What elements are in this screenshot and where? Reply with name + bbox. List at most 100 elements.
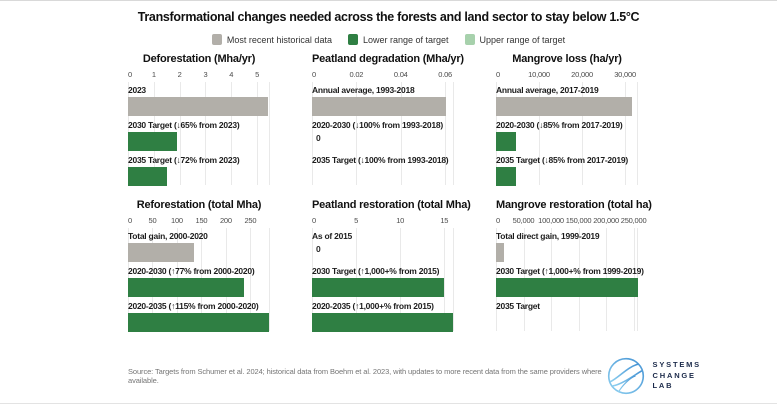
- bar-slot: 0: [312, 243, 454, 262]
- target_lower-bar: [496, 278, 638, 297]
- axis-tick-label: 200: [219, 216, 232, 225]
- axis-tick-label: 2: [177, 70, 182, 79]
- legend-item: Upper range of target: [464, 34, 566, 45]
- plot-area: 0 10,000 20,000 30,000 Annual average, 2017-…: [496, 70, 638, 186]
- axis-tick-label: 0.04: [393, 70, 408, 79]
- chart-panel: Reforestation (total Mha) 0 50 100 150 200 250…: [128, 199, 270, 332]
- axis-tick-label: 15: [440, 216, 449, 225]
- historical-bar: [496, 243, 504, 262]
- gridline: [269, 82, 270, 185]
- bar-label: 2020-2030 (↓85% from 2017-2019): [496, 120, 623, 130]
- legend-label: Most recent historical data: [226, 34, 332, 45]
- axis-tick-label: 150: [195, 216, 208, 225]
- target_lower-bar: [128, 313, 270, 332]
- logo-wordmark: SYSTEMS CHANGE LAB: [653, 360, 701, 393]
- gridline: [453, 82, 454, 185]
- bar-group: As of 2015 0: [312, 231, 454, 262]
- target_upper-swatch: [464, 34, 475, 45]
- bar-slot: [128, 132, 270, 151]
- bar-group: 2020-2035 (↑115% from 2000-2020): [128, 301, 270, 332]
- historical-bar: [128, 243, 194, 262]
- panels-grid: Deforestation (Mha/yr) 0 1 2 3 4 5 2023 2030 Tar…: [128, 53, 777, 332]
- panel-title: Reforestation (total Mha): [136, 199, 262, 211]
- zero-value-label: 0: [316, 244, 321, 254]
- bar-slot: [128, 97, 270, 116]
- axis-tick-label: 0: [496, 70, 500, 79]
- logo-wordmark-line: LAB: [652, 381, 674, 391]
- bar-label: 2035 Target (↓72% from 2023): [128, 155, 240, 165]
- bar-label: 2020-2035 (↑1,000+% from 2015): [312, 301, 434, 311]
- legend-item: Most recent historical data: [211, 34, 332, 45]
- historical-bar: [496, 97, 632, 116]
- bar-group: Total gain, 2000-2020: [128, 231, 270, 262]
- bar-slot: [496, 243, 638, 262]
- bar-group: 2023: [128, 85, 270, 116]
- axis-tick-label: 150,000: [565, 216, 592, 225]
- axis-tick-row: 0 5 10 15: [312, 216, 454, 227]
- panel-title: Mangrove restoration (total ha): [496, 199, 652, 211]
- axis-tick-row: 0 50 100 150 200 250: [128, 216, 270, 227]
- axis-tick-label: 5: [354, 216, 359, 225]
- gridline: [400, 82, 402, 185]
- bar-label: Annual average, 1993-2018: [312, 85, 415, 95]
- bar-group: Annual average, 1993-2018: [312, 85, 454, 116]
- bar-label: 2030 Target (↓65% from 2023): [128, 120, 240, 130]
- bar-slot: [312, 97, 454, 116]
- gridline: [625, 82, 627, 185]
- bar-slot: [312, 167, 454, 186]
- bar-label: 2020-2030 (↑77% from 2000-2020): [128, 266, 255, 276]
- bar-label: 2030 Target (↑1,000+% from 2015): [312, 266, 440, 276]
- logo-globe-icon: [607, 357, 644, 395]
- axis-tick-label: 0.02: [349, 70, 364, 79]
- bar-label: Total direct gain, 1999-2019: [496, 231, 600, 241]
- bar-group: 2030 Target (↓65% from 2023): [128, 120, 270, 151]
- historical-bar: [312, 97, 447, 116]
- page-title: Transformational changes needed across t…: [137, 10, 640, 24]
- panel-title: Deforestation (Mha/yr): [142, 53, 256, 65]
- target_lower-swatch: [347, 34, 358, 45]
- legend: Most recent historical data Lower range o…: [0, 34, 777, 45]
- plot-area: 0 1 2 3 4 5 2023 2030 Target (↓65% from 2023) 20…: [128, 70, 270, 186]
- target_lower-bar: [128, 167, 168, 186]
- chart-panel: Deforestation (Mha/yr) 0 1 2 3 4 5 2023 2030 Tar…: [128, 53, 270, 186]
- bar-label: 2035 Target: [496, 301, 540, 311]
- bar-groups: Total direct gain, 1999-2019 2030 Target …: [496, 231, 644, 332]
- axis-tick-row: 0 10,000 20,000 30,000: [496, 70, 638, 81]
- axis-tick-label: 10: [396, 216, 405, 225]
- bar-label: 2020-2030 (↓100% from 1993-2018): [312, 120, 443, 130]
- gridline: [445, 82, 447, 185]
- bar-groups: As of 2015 0 2030 Target (↑1,000+% from 20…: [312, 231, 454, 332]
- bar-slot: [496, 278, 638, 297]
- axis-tick-label: 0: [312, 216, 316, 225]
- bar-label: 2035 Target (↓100% from 1993-2018): [312, 155, 449, 165]
- target_lower-bar: [128, 278, 245, 297]
- gridline: [539, 82, 541, 185]
- target_lower-bar: [128, 132, 178, 151]
- bar-slot: [496, 167, 638, 186]
- gridline: [250, 228, 252, 331]
- axis-tick-label: 50,000: [512, 216, 535, 225]
- plot-area: 0 50,000 100,000 150,000 200,000 250,000 Total…: [496, 216, 647, 332]
- plot-area: 0 5 10 15 As of 2015 0 2030 Target (↑1,000+% f…: [312, 216, 454, 332]
- target_lower-bar: [312, 313, 454, 332]
- gridline: [231, 82, 233, 185]
- plot-area: 0 0.02 0.04 0.06 Annual average, 1993-2018 20…: [312, 70, 454, 185]
- bar-group: 2020-2035 (↑1,000+% from 2015): [312, 301, 454, 332]
- panel-title: Peatland restoration (total Mha): [312, 199, 471, 211]
- bar-group: 2035 Target (↓72% from 2023): [128, 155, 270, 186]
- chart-panel: Peatland degradation (Mha/yr) 0 0.02 0.04 0.…: [312, 53, 464, 185]
- legend-label: Lower range of target: [362, 34, 449, 45]
- chart-panel: Peatland restoration (total Mha) 0 5 10 15 As…: [312, 199, 471, 332]
- source-note: Source: Targets from Schumer et al. 2024…: [128, 367, 602, 385]
- axis-tick-label: 10,000: [528, 70, 550, 79]
- bar-group: 2020-2030 (↑77% from 2000-2020): [128, 266, 270, 297]
- target_lower-bar: [496, 167, 517, 186]
- gridline: [179, 82, 181, 185]
- legend-label: Upper range of target: [479, 34, 566, 45]
- axis-tick-label: 30,000: [614, 70, 636, 79]
- axis-tick-label: 0: [128, 70, 132, 79]
- axis-tick-label: 0: [496, 216, 500, 225]
- bar-label: Annual average, 2017-2019: [496, 85, 599, 95]
- gridline: [205, 82, 207, 185]
